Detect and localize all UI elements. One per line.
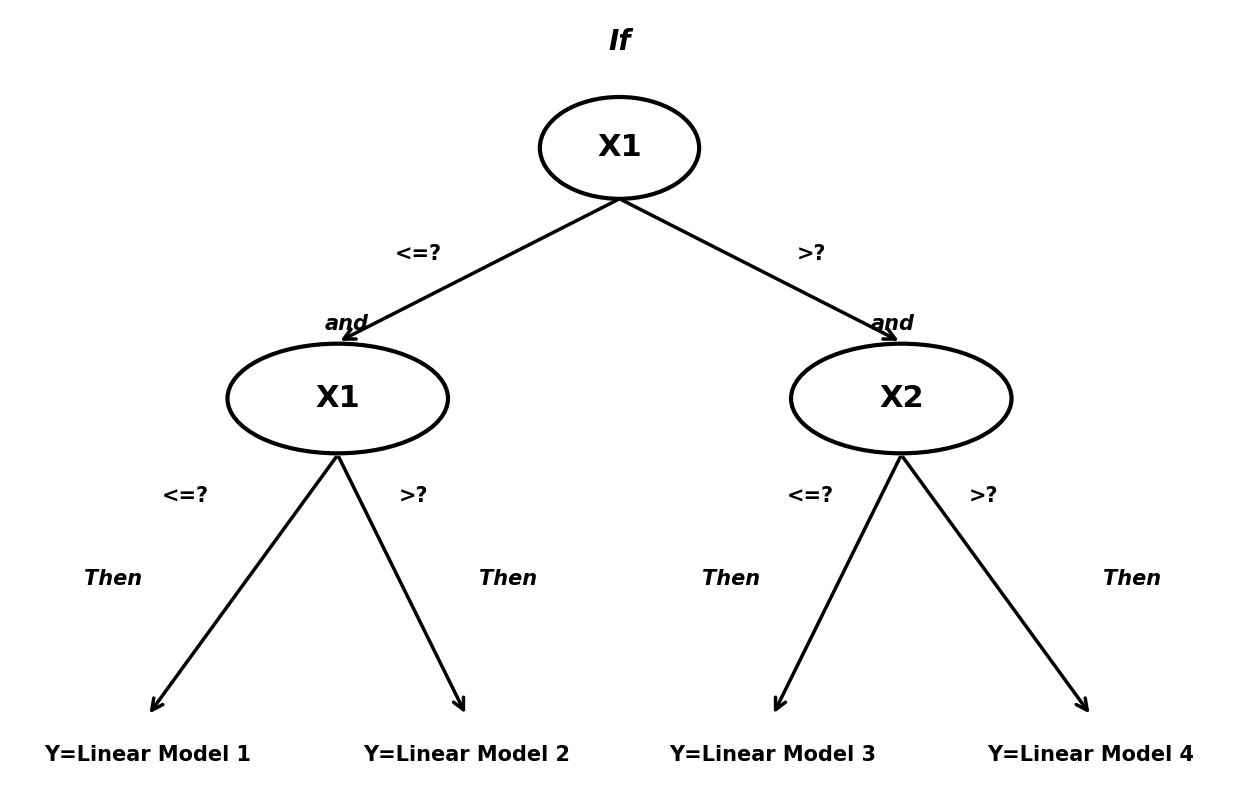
Text: Y=Linear Model 2: Y=Linear Model 2 xyxy=(363,745,570,765)
Text: If: If xyxy=(608,28,631,56)
Text: X1: X1 xyxy=(316,384,361,413)
Text: >?: >? xyxy=(797,244,826,264)
Text: >?: >? xyxy=(399,486,429,506)
Text: >?: >? xyxy=(969,486,999,506)
Text: Then: Then xyxy=(1104,568,1161,589)
Text: and: and xyxy=(325,314,368,334)
Text: Then: Then xyxy=(703,568,761,589)
Text: <=?: <=? xyxy=(162,486,209,506)
Ellipse shape xyxy=(540,97,699,198)
Text: X1: X1 xyxy=(597,133,642,163)
Ellipse shape xyxy=(790,344,1011,453)
Ellipse shape xyxy=(228,344,449,453)
Text: <=?: <=? xyxy=(395,244,442,264)
Text: X2: X2 xyxy=(878,384,923,413)
Text: Then: Then xyxy=(83,568,141,589)
Text: Y=Linear Model 4: Y=Linear Model 4 xyxy=(987,745,1194,765)
Text: Y=Linear Model 1: Y=Linear Model 1 xyxy=(45,745,252,765)
Text: Then: Then xyxy=(478,568,536,589)
Text: <=?: <=? xyxy=(787,486,834,506)
Text: and: and xyxy=(871,314,914,334)
Text: Y=Linear Model 3: Y=Linear Model 3 xyxy=(669,745,876,765)
